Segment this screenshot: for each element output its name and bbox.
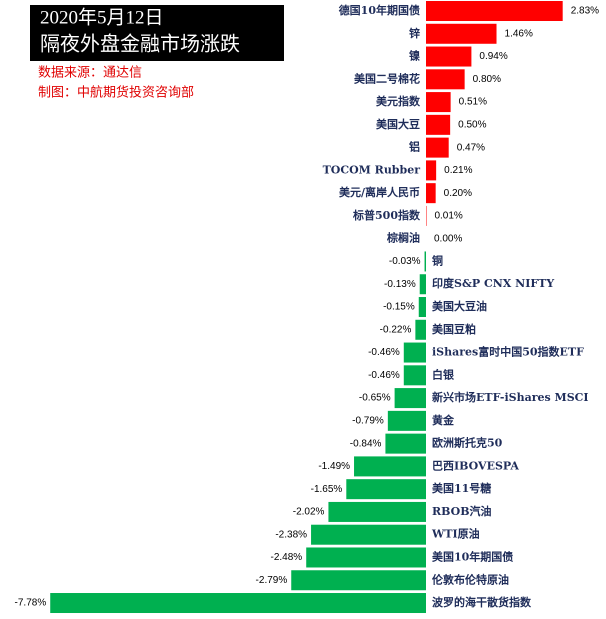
category-label: 美国二号棉花 bbox=[354, 71, 420, 85]
value-label: -0.46% bbox=[368, 347, 400, 358]
category-label: TOCOM Rubber bbox=[323, 163, 421, 176]
bar bbox=[426, 1, 563, 21]
value-label: -0.84% bbox=[350, 438, 382, 449]
category-label: 美国10年期国债 bbox=[432, 549, 513, 563]
category-label: 美元指数 bbox=[376, 94, 421, 108]
bar bbox=[426, 92, 451, 113]
bar bbox=[311, 524, 426, 545]
value-label: 1.46% bbox=[505, 28, 533, 39]
bar bbox=[426, 69, 465, 90]
category-label: 棕榈油 bbox=[386, 231, 420, 245]
bar bbox=[418, 297, 426, 318]
value-label: -0.46% bbox=[368, 370, 400, 381]
value-label: 0.51% bbox=[459, 97, 487, 108]
bar bbox=[387, 410, 426, 431]
category-label: 标普500指数 bbox=[352, 208, 421, 222]
category-label: 镍 bbox=[409, 49, 420, 63]
category-label: 美国11号糖 bbox=[432, 481, 491, 495]
value-label: -0.13% bbox=[384, 279, 416, 290]
category-label: 白银 bbox=[432, 367, 455, 381]
bar bbox=[354, 456, 426, 477]
category-label: 美元/离岸人民币 bbox=[339, 185, 420, 199]
value-label: 2.83% bbox=[571, 6, 599, 17]
category-label: 美国大豆油 bbox=[432, 299, 487, 313]
value-label: -2.48% bbox=[271, 552, 303, 563]
bar bbox=[50, 593, 426, 614]
bar bbox=[385, 433, 426, 454]
bar bbox=[306, 547, 426, 568]
bar bbox=[328, 501, 426, 522]
value-label: -0.65% bbox=[359, 393, 391, 404]
category-label: 德国10年期国债 bbox=[338, 3, 420, 17]
value-label: -0.22% bbox=[380, 324, 412, 335]
value-label: -1.65% bbox=[311, 484, 343, 495]
value-label: 0.20% bbox=[444, 188, 472, 199]
value-label: -0.03% bbox=[389, 256, 421, 267]
category-label: 锌 bbox=[409, 26, 420, 40]
category-label: RBOB汽油 bbox=[432, 504, 492, 518]
bar bbox=[403, 342, 426, 363]
category-label: 黄金 bbox=[432, 413, 455, 427]
bar bbox=[291, 570, 426, 591]
bar bbox=[419, 274, 426, 295]
value-label: 0.00% bbox=[434, 233, 462, 244]
bar bbox=[346, 479, 426, 500]
value-label: 0.50% bbox=[458, 119, 486, 130]
value-label: 0.47% bbox=[457, 142, 485, 153]
bar bbox=[426, 183, 436, 204]
bar bbox=[426, 137, 449, 158]
value-label: 0.01% bbox=[434, 211, 462, 222]
value-label: -2.38% bbox=[275, 529, 307, 540]
chart-title: 2020年5月12日 bbox=[40, 6, 164, 28]
category-label: iShares富时中国50指数ETF bbox=[432, 345, 584, 359]
category-label: 巴西IBOVESPA bbox=[432, 459, 519, 472]
bar bbox=[426, 114, 451, 135]
category-label: 美国大豆 bbox=[376, 117, 420, 131]
category-label: 伦敦布伦特原油 bbox=[432, 572, 509, 586]
category-label: 波罗的海干散货指数 bbox=[432, 595, 532, 609]
value-label: -0.15% bbox=[383, 302, 415, 313]
value-label: -2.02% bbox=[293, 507, 325, 518]
credit: 制图：中航期货投资咨询部 bbox=[38, 84, 194, 99]
bar bbox=[424, 251, 426, 272]
category-label: 新兴市场ETF-iShares MSCI bbox=[432, 390, 589, 404]
bar bbox=[403, 365, 426, 386]
chart-subtitle: 隔夜外盘金融市场涨跌 bbox=[40, 33, 240, 56]
value-label: -1.49% bbox=[318, 461, 350, 472]
bar bbox=[415, 319, 426, 340]
category-label: 铜 bbox=[431, 253, 443, 267]
source: 数据来源：通达信 bbox=[38, 64, 142, 79]
bar bbox=[426, 46, 472, 67]
bar bbox=[426, 160, 437, 181]
bar bbox=[394, 388, 426, 409]
category-label: WTI原油 bbox=[431, 527, 480, 541]
category-label: 欧洲斯托克50 bbox=[432, 436, 503, 450]
bar bbox=[426, 23, 497, 44]
category-label: 印度S&P CNX NIFTY bbox=[432, 276, 554, 290]
value-label: -0.79% bbox=[352, 416, 384, 427]
value-label: -2.79% bbox=[256, 575, 288, 586]
value-label: -7.78% bbox=[15, 598, 47, 609]
value-label: 0.21% bbox=[444, 165, 472, 176]
title-box bbox=[30, 5, 284, 61]
value-label: 0.94% bbox=[479, 51, 507, 62]
category-label: 铝 bbox=[409, 140, 420, 154]
category-label: 美国豆粕 bbox=[432, 322, 476, 336]
value-label: 0.80% bbox=[473, 74, 501, 85]
